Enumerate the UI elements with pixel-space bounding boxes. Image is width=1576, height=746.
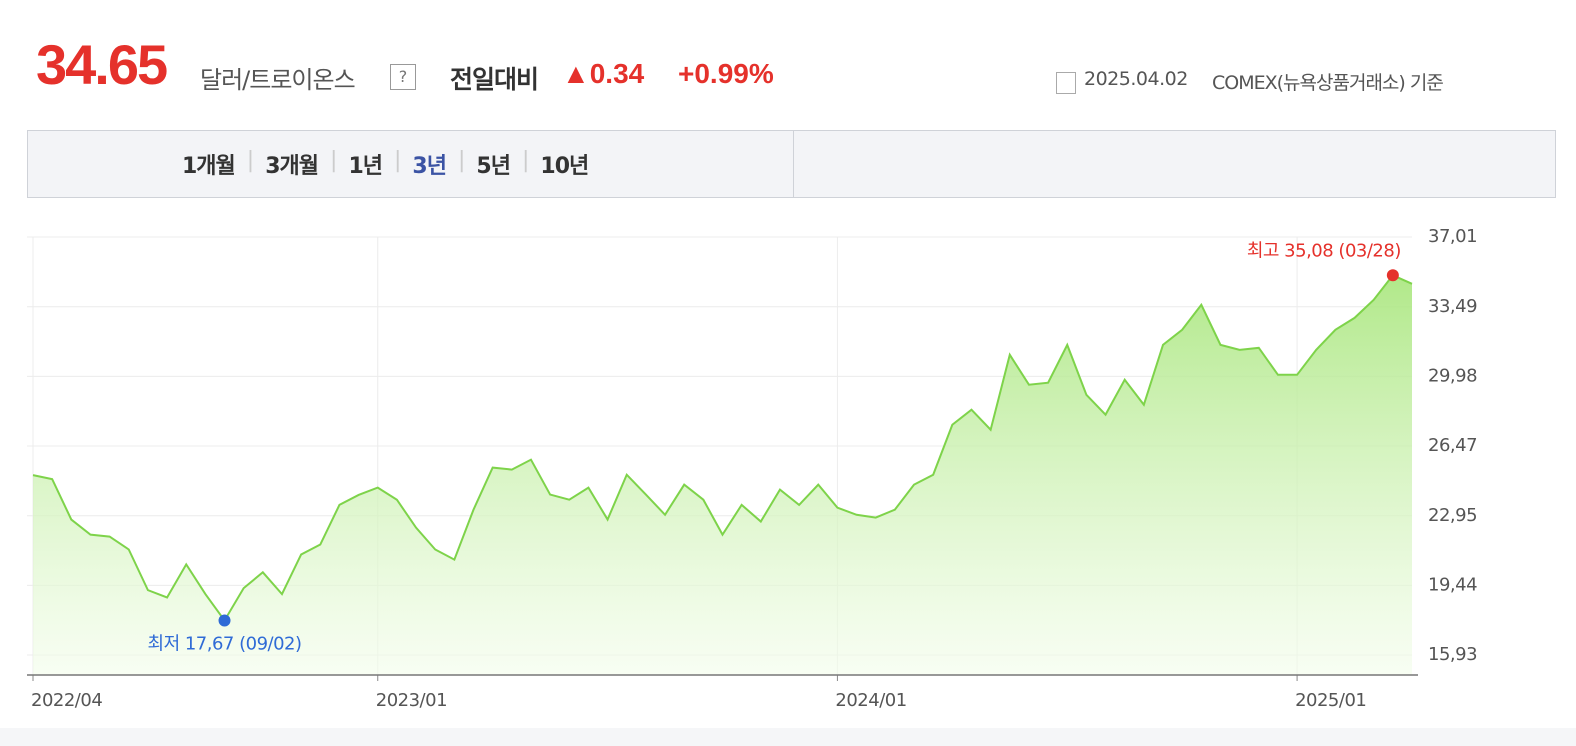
source: COMEX(뉴욕상품거래소) 기준 [1212,72,1444,94]
high-marker [1386,269,1399,282]
tab-separator: | [330,148,337,173]
line [32,274,1413,623]
tab[interactable]: 1개월 [182,154,236,179]
footer-band [0,728,1576,746]
y-tick-label: 19,44 [1428,574,1477,595]
y-tick-label: 26,47 [1428,435,1477,456]
tab-separator: | [394,148,401,173]
x-tick-label: 2024/01 [835,690,906,711]
tab-separator: | [457,148,465,173]
change-label: 전일대비 [450,65,539,94]
y-tick-label: 15,93 [1428,644,1477,665]
chart: 15,93 19,44 22,95 26,47 29,98 33,49 37,01 2022/… [27,226,1478,711]
tab[interactable]: 3개월 [265,154,319,179]
x-tick-label: 2022/04 [31,690,102,711]
help-button[interactable]: ? [390,64,416,90]
price: 34.65 [36,33,168,96]
tab[interactable]: 3년 [412,154,447,179]
y-tick-label: 33,49 [1428,296,1477,317]
x-tick-label: 2025/01 [1295,690,1366,711]
tab-separator: | [246,148,254,173]
tab[interactable]: 10년 [540,154,589,179]
high-label: 최고 35,08 (03/28) [1247,240,1401,261]
low-label: 최저 17,67 (09/02) [148,633,302,654]
tabs: 1개월 | 3개월 | 1년 | 3년 | 5년 | 10년 [170,148,600,180]
tab-divider [793,130,794,198]
tab[interactable]: 5년 [476,154,511,179]
change: ▲0.34 [562,58,645,89]
area [33,275,1412,675]
change-percent: +0.99% [678,58,774,89]
tab[interactable]: 1년 [348,154,383,179]
unit: 달러/트로이온스 [200,66,356,94]
low-marker [218,614,231,627]
y-tick-label: 37,01 [1428,226,1477,247]
y-tick-label: 22,95 [1428,505,1477,526]
tab-separator: | [521,148,529,173]
date: 2025.04.02 [1084,68,1188,90]
date-icon [1056,72,1076,94]
tab-bar [27,130,1556,198]
y-tick-label: 29,98 [1428,365,1477,386]
x-tick-label: 2023/01 [376,690,447,711]
